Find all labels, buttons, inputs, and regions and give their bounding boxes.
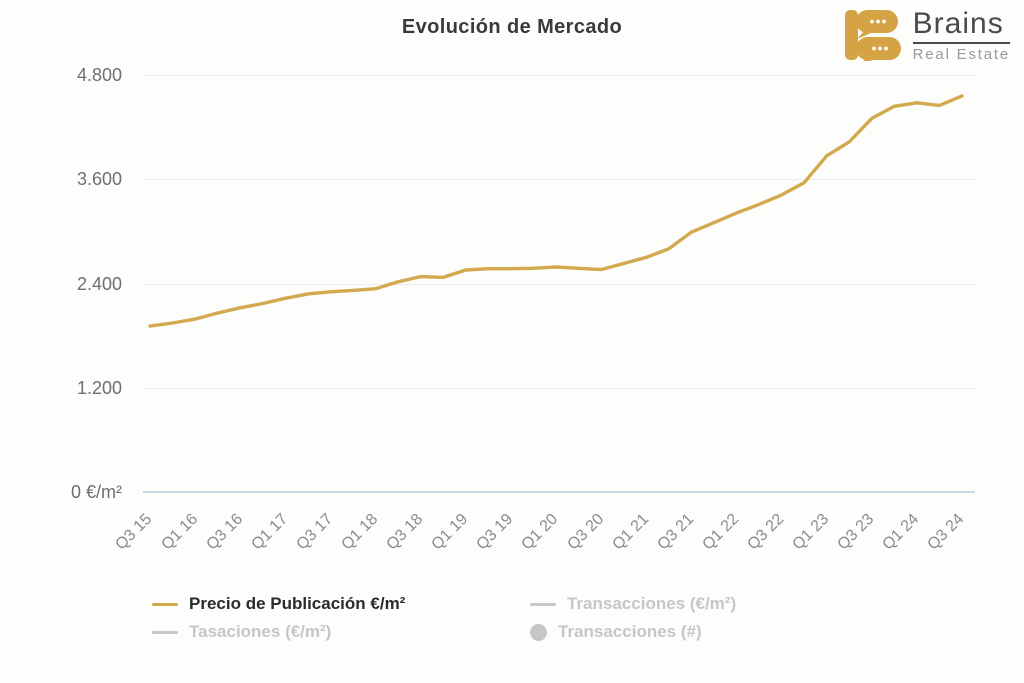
y-tick-label: 3.600	[76, 169, 122, 190]
legend-label: Transacciones (€/m²)	[567, 594, 737, 613]
brains-b-icon	[844, 10, 901, 62]
legend-item-1[interactable]: Transacciones (€/m²)	[530, 594, 736, 614]
legend-item-3[interactable]: Transacciones (#)	[530, 622, 736, 642]
legend-line-marker-icon	[152, 630, 178, 634]
brand-tagline: Real Estate	[912, 45, 1010, 63]
gridline	[143, 75, 975, 76]
y-tick-label: 1.200	[76, 377, 122, 398]
y-tick-label: 4.800	[76, 65, 122, 85]
y-tick-label: 2.400	[76, 273, 122, 294]
brand-name: Brains	[912, 8, 1010, 44]
x-axis-line	[143, 491, 975, 493]
gridline	[143, 283, 975, 285]
legend-circle-marker-icon	[530, 623, 547, 641]
gridline	[143, 179, 975, 181]
brand-logo: Brains Real Estate	[844, 8, 1010, 63]
y-tick-label: 0 €/m²	[70, 482, 122, 502]
legend-line-marker-icon	[152, 602, 178, 606]
legend-label: Transacciones (#)	[558, 622, 702, 641]
legend-label: Tasaciones (€/m²)	[189, 622, 332, 641]
chart-legend: Precio de Publicación €/m² Transacciones …	[152, 594, 736, 642]
price-series-line[interactable]	[148, 94, 964, 328]
chart-title: Evolución de Mercado	[401, 16, 623, 38]
legend-label: Precio de Publicación €/m²	[189, 594, 406, 613]
legend-line-marker-icon	[530, 602, 556, 606]
brand-text: Brains Real Estate	[912, 8, 1010, 63]
gridline	[143, 387, 975, 389]
legend-item-2[interactable]: Tasaciones (€/m²)	[152, 622, 530, 642]
legend-item-0[interactable]: Precio de Publicación €/m²	[152, 594, 530, 614]
